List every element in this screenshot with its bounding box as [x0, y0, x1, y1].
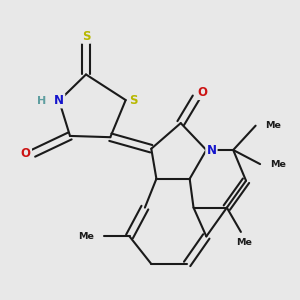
Text: Me: Me: [78, 232, 94, 241]
Text: N: N: [206, 143, 216, 157]
Text: O: O: [197, 86, 208, 99]
Text: N: N: [54, 94, 64, 107]
Text: Me: Me: [270, 160, 286, 169]
Text: Me: Me: [236, 238, 252, 247]
Text: Me: Me: [265, 121, 281, 130]
Text: H: H: [37, 96, 46, 106]
Text: O: O: [21, 147, 31, 160]
Text: S: S: [129, 94, 138, 106]
Text: S: S: [82, 30, 90, 43]
